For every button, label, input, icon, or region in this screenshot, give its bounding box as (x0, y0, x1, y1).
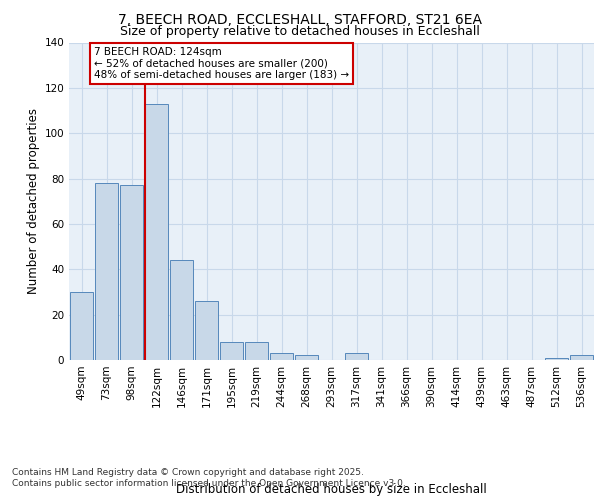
Bar (194, 301, 218, 360)
Bar (95, 183, 118, 360)
Bar (344, 353, 368, 360)
Bar (245, 342, 268, 360)
Bar (545, 358, 568, 360)
Bar (170, 260, 193, 360)
Text: 7, BEECH ROAD, ECCLESHALL, STAFFORD, ST21 6EA: 7, BEECH ROAD, ECCLESHALL, STAFFORD, ST2… (118, 12, 482, 26)
Bar (220, 342, 244, 360)
Bar (269, 353, 293, 360)
Bar (119, 186, 143, 360)
Bar (569, 356, 593, 360)
Y-axis label: Number of detached properties: Number of detached properties (27, 108, 40, 294)
Bar (70, 292, 94, 360)
Text: Contains HM Land Registry data © Crown copyright and database right 2025.
Contai: Contains HM Land Registry data © Crown c… (12, 468, 406, 487)
X-axis label: Distribution of detached houses by size in Eccleshall: Distribution of detached houses by size … (176, 484, 487, 496)
Text: Size of property relative to detached houses in Eccleshall: Size of property relative to detached ho… (120, 25, 480, 38)
Bar (295, 356, 319, 360)
Text: 7 BEECH ROAD: 124sqm
← 52% of detached houses are smaller (200)
48% of semi-deta: 7 BEECH ROAD: 124sqm ← 52% of detached h… (94, 47, 349, 80)
Bar (145, 104, 169, 360)
